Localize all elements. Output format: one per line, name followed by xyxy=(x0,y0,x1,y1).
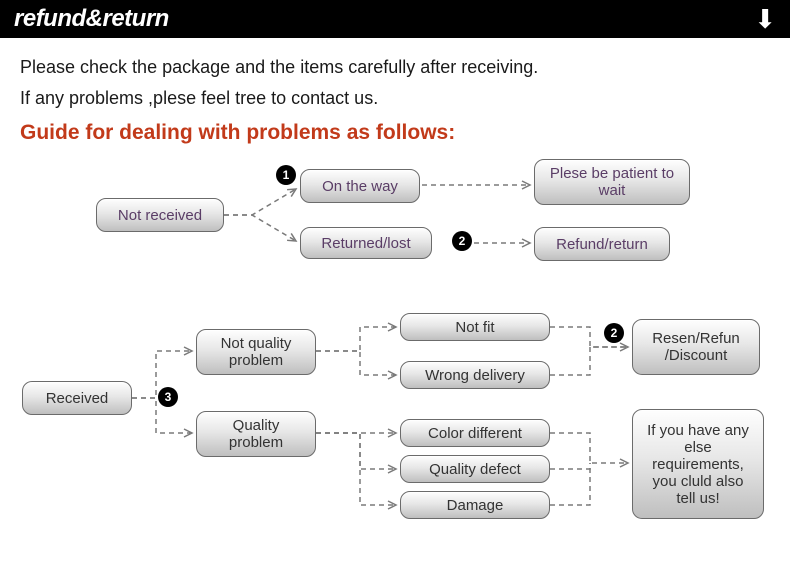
flow-node-resen_refund: Resen/Refun /Discount xyxy=(632,319,760,375)
guide-title: Guide for dealing with problems as follo… xyxy=(0,119,790,153)
flow-node-not_quality: Not quality problem xyxy=(196,329,316,375)
flow-node-on_the_way: On the way xyxy=(300,169,420,203)
flow-node-damage: Damage xyxy=(400,491,550,519)
down-arrow-icon: ⬇ xyxy=(754,6,776,32)
header-title: refund&return xyxy=(14,5,169,33)
flow-badge-3: 3 xyxy=(158,387,178,407)
flow-node-wrong_delivery: Wrong delivery xyxy=(400,361,550,389)
flow-node-patient_wait: Plese be patient to wait xyxy=(534,159,690,205)
flow-badge-2: 2 xyxy=(604,323,624,343)
flow-node-color_diff: Color different xyxy=(400,419,550,447)
flow-node-returned_lost: Returned/lost xyxy=(300,227,432,259)
header-bar: refund&return ⬇ xyxy=(0,0,790,38)
intro-line-2: If any problems ,plese feel tree to cont… xyxy=(20,83,770,114)
flow-node-received: Received xyxy=(22,381,132,415)
intro-line-1: Please check the package and the items c… xyxy=(20,52,770,83)
flow-badge-1: 1 xyxy=(276,165,296,185)
flow-node-not_received: Not received xyxy=(96,198,224,232)
flowchart-canvas: Not received On the way Returned/lost Plese… xyxy=(0,153,790,573)
flow-node-refund_return: Refund/return xyxy=(534,227,670,261)
flow-node-else_req: If you have any else requirements, you c… xyxy=(632,409,764,519)
flow-node-quality_defect: Quality defect xyxy=(400,455,550,483)
flow-badge-2: 2 xyxy=(452,231,472,251)
flow-node-not_fit: Not fit xyxy=(400,313,550,341)
flow-node-quality: Quality problem xyxy=(196,411,316,457)
intro-text: Please check the package and the items c… xyxy=(0,38,790,119)
